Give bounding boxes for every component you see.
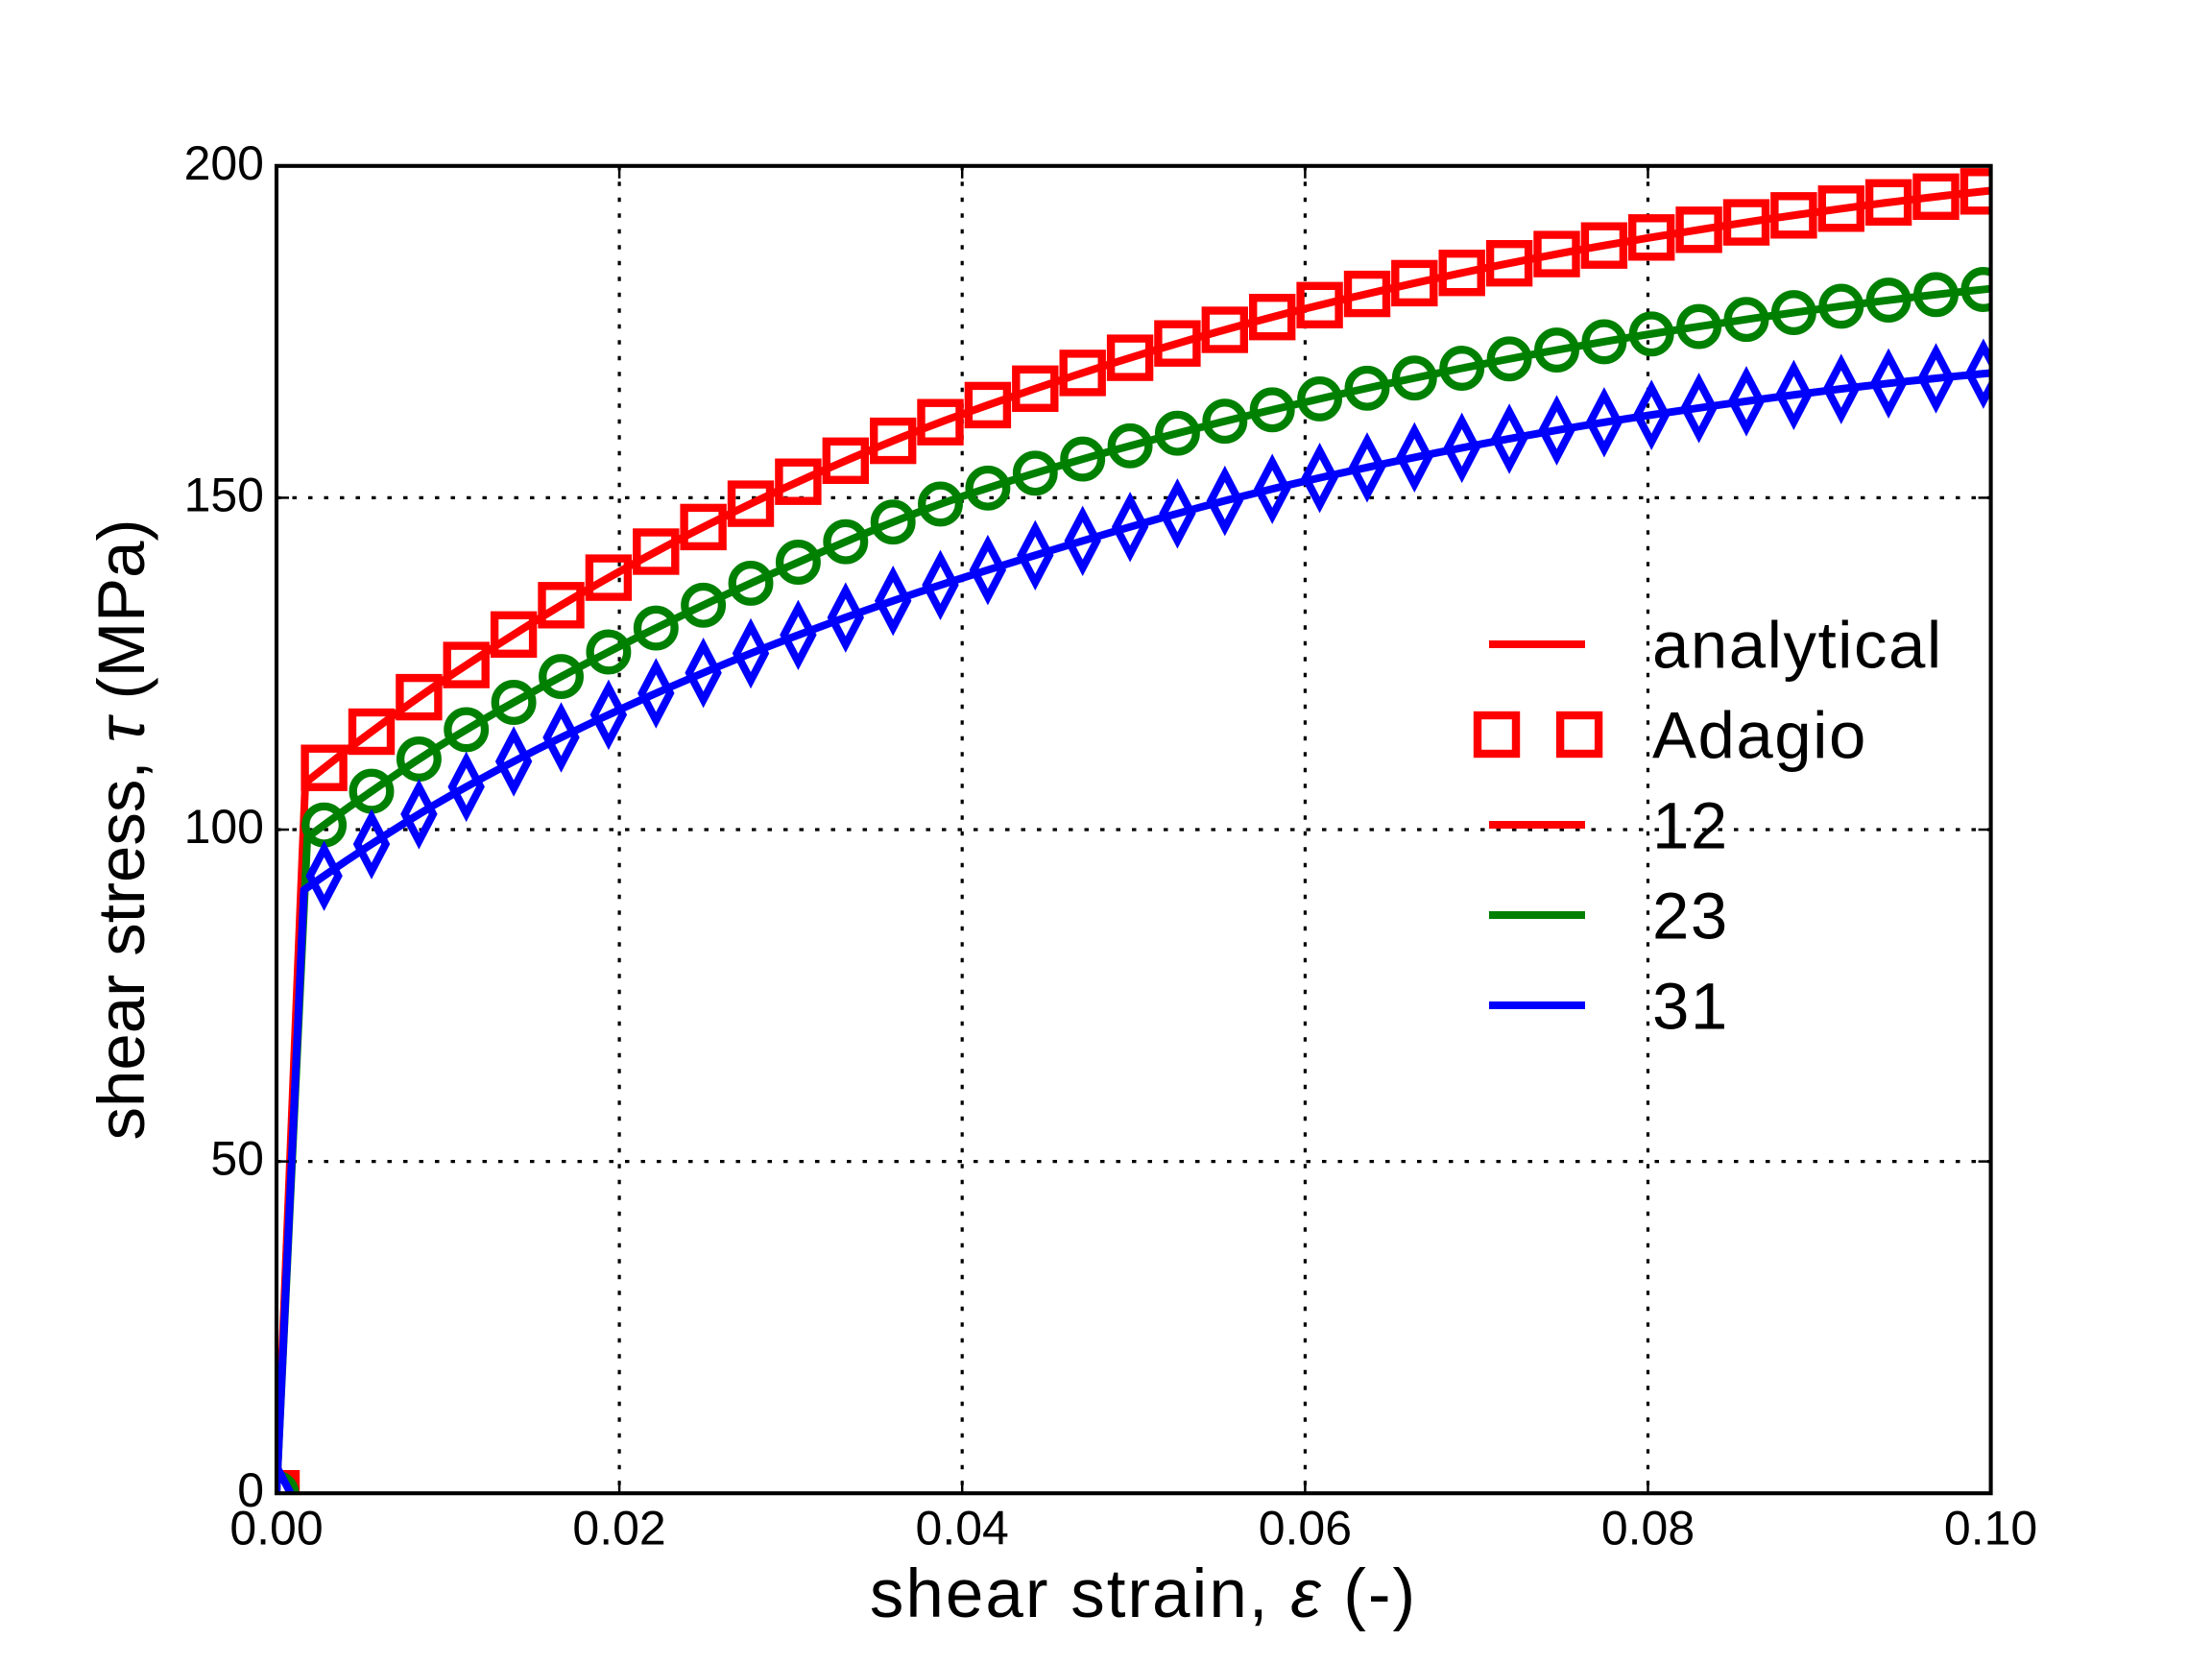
svg-text:0.06: 0.06: [1259, 1501, 1352, 1555]
svg-text:0.02: 0.02: [572, 1501, 665, 1555]
svg-text:0.08: 0.08: [1601, 1501, 1695, 1555]
svg-text:150: 150: [184, 468, 264, 521]
svg-text:31: 31: [1652, 970, 1729, 1044]
svg-text:shear stress, τ (MPa): shear stress, τ (MPa): [84, 519, 158, 1141]
svg-text:200: 200: [184, 136, 264, 190]
svg-text:0.04: 0.04: [916, 1501, 1009, 1555]
svg-text:Adagio: Adagio: [1652, 699, 1867, 773]
svg-text:shear strain, ε (-): shear strain, ε (-): [870, 1556, 1417, 1632]
svg-text:100: 100: [184, 800, 264, 854]
svg-text:0.10: 0.10: [1944, 1501, 2037, 1555]
svg-text:0.00: 0.00: [229, 1501, 323, 1555]
svg-text:analytical: analytical: [1652, 609, 1943, 683]
svg-text:23: 23: [1652, 880, 1729, 953]
svg-text:50: 50: [210, 1132, 264, 1186]
svg-text:12: 12: [1652, 789, 1729, 863]
svg-text:0: 0: [237, 1463, 264, 1517]
